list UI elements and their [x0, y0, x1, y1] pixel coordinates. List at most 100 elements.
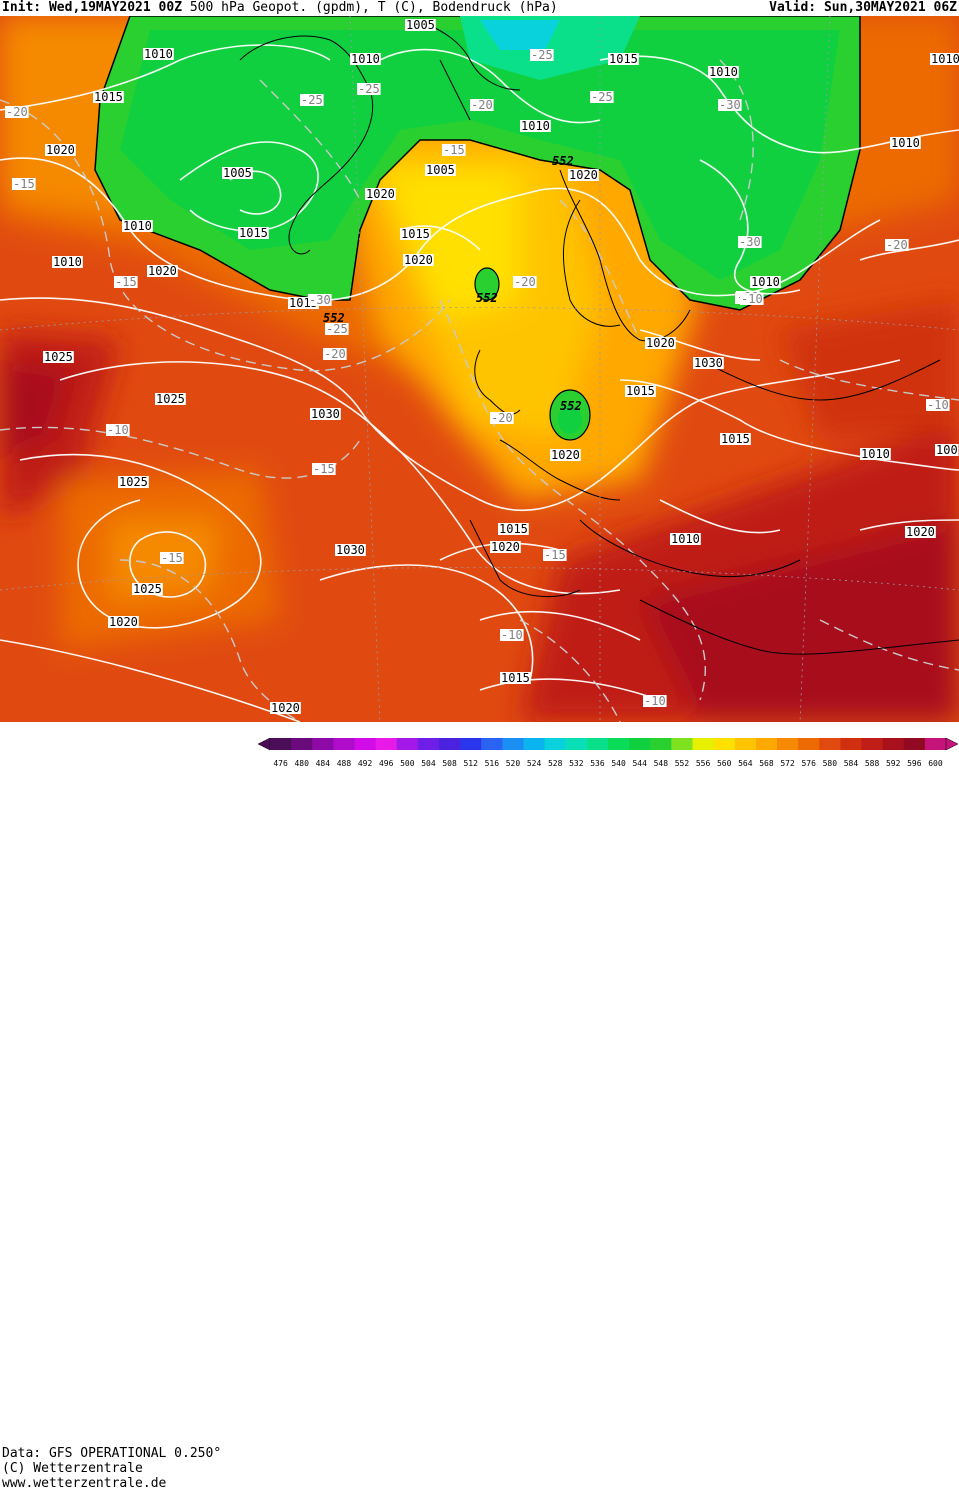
temperature-label: -25: [325, 322, 349, 336]
valid-value: Sun,30MAY2021 06Z: [823, 0, 957, 15]
temperature-label: -15: [312, 462, 336, 476]
colorbar-swatch: [777, 738, 799, 750]
temperature-label: -15: [160, 551, 184, 565]
colorbar-label: 492: [358, 759, 373, 768]
colorbar-label: 516: [485, 759, 500, 768]
chart-title: 500 hPa Geopot. (gpdm), T (C), Bodendruc…: [189, 0, 558, 15]
temperature-label: -25: [530, 48, 554, 62]
pressure-label: 1025: [132, 582, 163, 596]
colorbar-swatch: [608, 738, 630, 750]
pressure-label: 1010: [350, 52, 381, 66]
colorbar-label: 484: [316, 759, 331, 768]
svg-text:1010: 1010: [751, 275, 780, 289]
svg-text:100: 100: [936, 443, 958, 457]
colorbar-label: 572: [780, 759, 795, 768]
temperature-label: -30: [718, 98, 742, 112]
svg-text:1020: 1020: [46, 143, 75, 157]
pressure-label: 1020: [550, 448, 581, 462]
colorbar-swatch: [417, 738, 440, 750]
colorbar-swatch: [439, 738, 461, 750]
pressure-label: 1015: [498, 522, 529, 536]
colorbar-label: 548: [654, 759, 669, 768]
colorbar-swatch: [481, 738, 503, 750]
header-left: Init: Wed,19MAY2021 00Z 500 hPa Geopot. …: [2, 0, 558, 16]
pressure-label: 1015: [608, 52, 639, 66]
svg-text:1010: 1010: [931, 52, 959, 66]
geopot-label: 552: [552, 154, 574, 168]
svg-text:1015: 1015: [501, 671, 530, 685]
svg-text:1015: 1015: [401, 227, 430, 241]
svg-text:1010: 1010: [144, 47, 173, 61]
svg-text:1020: 1020: [404, 253, 433, 267]
colorbar-label: 552: [675, 759, 690, 768]
svg-text:1005: 1005: [406, 18, 435, 32]
svg-text:-20: -20: [6, 105, 28, 119]
pressure-label: 1030: [310, 407, 341, 421]
colorbar-label: 556: [696, 759, 711, 768]
pressure-label: 1025: [118, 475, 149, 489]
pressure-label: 1020: [403, 253, 434, 267]
colorbar-swatch: [882, 738, 905, 750]
temperature-label: -20: [5, 105, 29, 119]
colorbar-swatch: [755, 738, 778, 750]
pressure-label: 1015: [720, 432, 751, 446]
svg-text:1020: 1020: [646, 336, 675, 350]
temperature-label: -10: [106, 423, 130, 437]
svg-text:1020: 1020: [491, 540, 520, 554]
temperature-label: -10: [643, 694, 667, 708]
colorbar-swatch: [798, 738, 820, 750]
header-right: Valid: Sun,30MAY2021 06Z: [769, 0, 957, 16]
temperature-label: -10: [500, 628, 524, 642]
svg-text:-15: -15: [115, 275, 137, 289]
svg-text:-30: -30: [739, 235, 761, 249]
temperature-label: -15: [543, 548, 567, 562]
pressure-label: 1005: [405, 18, 436, 32]
svg-text:1010: 1010: [53, 255, 82, 269]
svg-text:1020: 1020: [569, 168, 598, 182]
svg-text:-15: -15: [13, 177, 35, 191]
data-source-text: Data: GFS OPERATIONAL 0.250°: [2, 1446, 222, 1461]
colorbar-label: 544: [632, 759, 647, 768]
pressure-label: 1020: [645, 336, 676, 350]
pressure-label: 100: [935, 443, 959, 457]
svg-text:1025: 1025: [119, 475, 148, 489]
init-prefix: Init:: [2, 0, 42, 15]
pressure-label: 1010: [708, 65, 739, 79]
svg-text:1020: 1020: [366, 187, 395, 201]
svg-text:-30: -30: [309, 293, 331, 307]
svg-text:1015: 1015: [94, 90, 123, 104]
svg-text:-25: -25: [326, 322, 348, 336]
colorbar-swatch: [354, 738, 377, 750]
pressure-label: 1020: [108, 615, 139, 629]
svg-text:-10: -10: [644, 694, 666, 708]
svg-text:-10: -10: [741, 292, 763, 306]
website-link[interactable]: www.wetterzentrale.de: [2, 1476, 167, 1491]
init-value: Wed,19MAY2021 00Z: [48, 0, 183, 15]
pressure-label: 1025: [155, 392, 186, 406]
cold-air-core: [120, 30, 840, 280]
svg-text:1010: 1010: [709, 65, 738, 79]
pressure-label: 1010: [52, 255, 83, 269]
colorbar-label: 564: [738, 759, 753, 768]
colorbar-arrow-left: [258, 738, 271, 751]
pressure-label: 1030: [693, 356, 724, 370]
temperature-label: -10: [926, 398, 950, 412]
svg-text:1025: 1025: [44, 350, 73, 364]
colorbar-swatch: [861, 738, 884, 750]
pressure-label: 1010: [143, 47, 174, 61]
svg-text:-15: -15: [544, 548, 566, 562]
colorbar-label: 500: [400, 759, 415, 768]
geopot-label: 552: [476, 291, 498, 305]
temperature-labels: -25 -20 -25 -25 -15 -20 -25 -30 -15 -30 -25 -20 -15 -…: [5, 48, 950, 708]
colorbar-label: 528: [548, 759, 563, 768]
weather-map-svg: 552 552 552 552 1005 1010 1010 1015 1010 1015…: [0, 16, 959, 722]
svg-text:-15: -15: [443, 143, 465, 157]
colorbar-label: 480: [294, 759, 309, 768]
colorbar-label: 496: [379, 759, 394, 768]
pressure-label: 1020: [568, 168, 599, 182]
colorbar-swatch: [819, 738, 841, 750]
colorbar-label: 532: [569, 759, 584, 768]
colorbar-label: 488: [337, 759, 352, 768]
svg-text:1010: 1010: [891, 136, 920, 150]
svg-text:1030: 1030: [694, 356, 723, 370]
